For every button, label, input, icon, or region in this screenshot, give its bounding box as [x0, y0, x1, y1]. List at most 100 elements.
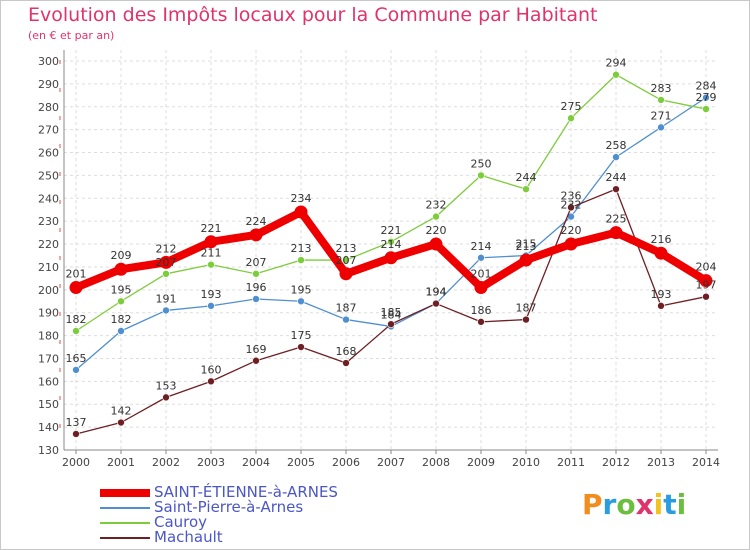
data-label: 220 [561, 224, 582, 237]
data-label: 193 [651, 288, 672, 301]
data-label: 213 [336, 242, 357, 255]
data-label: 142 [111, 405, 132, 418]
y-tick-label: 260 [38, 147, 59, 160]
x-tick-label: 2013 [647, 456, 675, 469]
data-label: 234 [291, 192, 312, 205]
y-tick-label: 270 [38, 124, 59, 137]
y-tick-label: 150 [38, 398, 59, 411]
data-label: 204 [696, 261, 717, 274]
data-point [477, 171, 485, 180]
data-point [69, 281, 83, 295]
data-label: 232 [426, 199, 447, 212]
data-point [207, 377, 215, 386]
data-label: 232 [561, 199, 582, 212]
data-label: 209 [111, 249, 132, 262]
data-point [162, 393, 170, 402]
data-label: 271 [651, 109, 672, 122]
x-tick-label: 2005 [287, 456, 315, 469]
y-tick-label: 220 [38, 238, 59, 251]
legend-swatch [100, 522, 150, 524]
data-point [699, 274, 713, 288]
legend-label: Cauroy [154, 513, 208, 531]
data-point [72, 327, 80, 335]
data-label: 182 [66, 313, 87, 326]
data-label: 212 [156, 242, 177, 255]
legend-label: Saint-Pierre-à-Arnes [154, 498, 304, 516]
data-labels: 165 182 191 193 196 195 187 184 194 214 215 232 258 2… [66, 57, 717, 429]
y-tick-label: 190 [38, 307, 59, 320]
data-label: 195 [111, 283, 132, 296]
line-chart: 130 140 150 160 170 180 190 200 210 220 230 240 250 2… [38, 50, 720, 469]
data-label: 283 [651, 82, 672, 95]
data-label: 194 [426, 286, 447, 299]
logo-letter: t [663, 488, 677, 521]
data-label: 211 [201, 247, 222, 260]
y-tick-label: 200 [38, 284, 59, 297]
data-point [429, 237, 443, 251]
y-tick-label: 290 [38, 78, 59, 91]
data-point [387, 237, 395, 246]
x-tick-label: 2012 [602, 456, 630, 469]
legend-label: SAINT-ÉTIENNE-à-ARNES [154, 483, 338, 501]
data-label: 221 [201, 222, 222, 235]
data-label: 275 [561, 100, 582, 113]
data-label: 214 [381, 238, 402, 251]
data-point [342, 359, 350, 367]
data-point [477, 253, 485, 262]
data-label: 191 [156, 292, 177, 305]
data-label: 185 [381, 306, 402, 319]
data-label: 225 [606, 213, 627, 226]
data-label: 201 [471, 268, 492, 281]
data-label: 214 [471, 240, 492, 253]
x-tick-label: 2008 [422, 456, 450, 469]
y-tick-label: 160 [38, 375, 59, 388]
x-tick-label: 2000 [62, 456, 90, 469]
x-tick-label: 2007 [377, 456, 405, 469]
data-point [564, 237, 578, 251]
data-point [522, 185, 530, 193]
y-tick-label: 240 [38, 192, 59, 205]
data-label: 244 [606, 171, 627, 184]
data-point [657, 123, 665, 132]
data-point [114, 262, 128, 276]
x-tick-label: 2011 [557, 456, 585, 469]
data-point [522, 315, 530, 324]
data-point [339, 267, 353, 281]
data-point [297, 343, 305, 351]
data-point [294, 205, 308, 219]
data-point [162, 306, 170, 315]
data-label: 187 [516, 302, 537, 315]
data-label: 250 [471, 157, 492, 170]
data-label: 244 [516, 171, 537, 184]
data-point [567, 203, 575, 212]
data-label: 187 [336, 302, 357, 315]
x-tick-label: 2003 [197, 456, 225, 469]
data-label: 207 [156, 256, 177, 269]
data-label: 220 [426, 224, 447, 237]
data-label: 207 [246, 256, 267, 269]
data-point [702, 105, 710, 113]
series-lines [69, 70, 713, 438]
data-label: 169 [246, 343, 267, 356]
x-tick-label: 2002 [152, 456, 180, 469]
data-point [207, 302, 215, 310]
data-point [252, 295, 260, 303]
data-label: 186 [471, 304, 492, 317]
data-point [117, 418, 125, 427]
data-point [72, 430, 80, 438]
data-label: 168 [336, 345, 357, 358]
axes: 130 140 150 160 170 180 190 200 210 220 230 240 250 2… [38, 50, 720, 469]
x-tick-label: 2001 [107, 456, 135, 469]
y-tick-label: 300 [38, 55, 59, 68]
logo-letter: r [602, 488, 617, 521]
data-label: 194 [426, 286, 447, 299]
data-point [654, 246, 668, 260]
data-label: 193 [201, 288, 222, 301]
data-label: 182 [111, 313, 132, 326]
x-tick-label: 2014 [692, 456, 720, 469]
chart-subtitle: (en € et par an) [28, 29, 115, 42]
legend-label: Machault [154, 528, 223, 546]
chart-title: Evolution des Impôts locaux pour la Comm… [28, 4, 598, 26]
data-point [72, 366, 80, 374]
data-point [432, 299, 440, 308]
